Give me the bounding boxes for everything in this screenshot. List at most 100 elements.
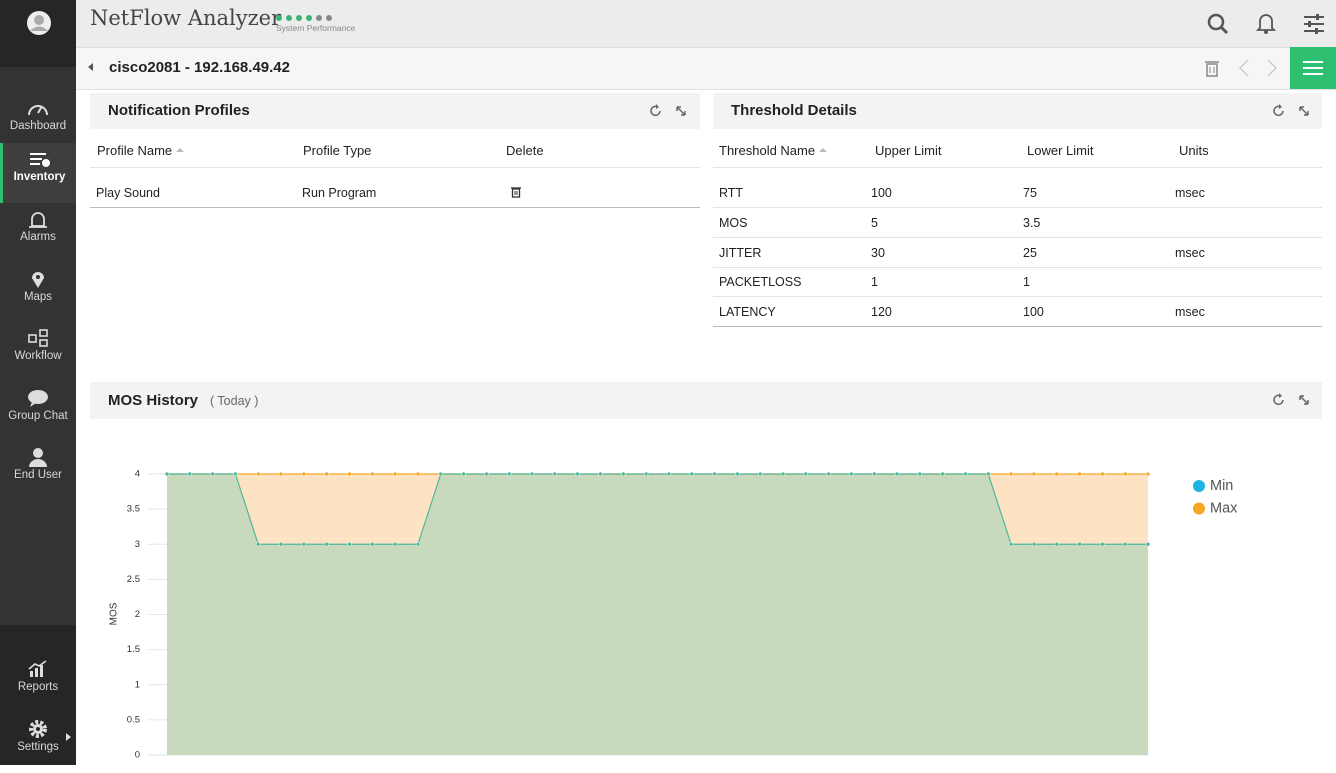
data-point	[370, 471, 375, 477]
data-point	[871, 471, 877, 477]
search-icon[interactable]	[1206, 12, 1230, 36]
data-point	[757, 471, 763, 477]
data-point	[1145, 542, 1151, 547]
nav-label: End User	[14, 469, 62, 481]
data-point	[986, 471, 991, 477]
line	[167, 473, 1148, 545]
notification-icon[interactable]	[1254, 11, 1278, 35]
data-point	[849, 471, 854, 477]
nav-alarms[interactable]: Alarms	[0, 203, 76, 263]
panel-header: Notification Profiles	[90, 93, 700, 129]
nav-inventory[interactable]: Inventory	[0, 143, 76, 203]
table-cell: 25	[1023, 245, 1037, 260]
data-point	[780, 471, 786, 477]
table-cell: JITTER	[719, 245, 762, 260]
sort-icon[interactable]	[819, 147, 828, 155]
data-point	[1031, 471, 1037, 477]
chart-subtitle: ( Today )	[210, 394, 259, 408]
row-divider	[90, 167, 700, 168]
nav-label: Reports	[17, 681, 59, 693]
y-tick-label: 3.5	[127, 504, 140, 515]
data-point	[1008, 542, 1014, 547]
y-tick-label: 4	[135, 469, 140, 480]
panel-header: MOS History ( Today )	[90, 382, 1322, 419]
data-point	[210, 471, 215, 477]
table-cell: 120	[871, 305, 892, 320]
data-point	[256, 542, 261, 547]
data-point	[1077, 542, 1082, 547]
table-cell: 1	[871, 275, 878, 290]
delete-icon[interactable]	[1204, 59, 1220, 77]
sort-icon[interactable]	[176, 147, 185, 155]
data-point	[1100, 542, 1105, 547]
data-point	[415, 471, 421, 477]
chart-title: MOS History	[108, 392, 199, 409]
data-point	[575, 471, 580, 477]
table-cell: PACKETLOSS	[719, 275, 802, 290]
panel-title: Threshold Details	[731, 102, 857, 119]
column-header: Delete	[506, 143, 544, 158]
table-cell: 100	[871, 186, 892, 200]
row-divider	[713, 167, 1322, 168]
data-point	[278, 471, 284, 477]
data-point	[666, 471, 672, 477]
refresh-icon[interactable]	[649, 104, 663, 118]
status-dots	[276, 15, 332, 21]
settings-sliders-icon[interactable]	[1302, 12, 1326, 36]
legend-label: Max	[1210, 500, 1238, 516]
column-header: Profile Name	[97, 143, 185, 158]
nav-reports[interactable]: Reports	[0, 653, 76, 713]
nav-workflow[interactable]: Workflow	[0, 322, 76, 382]
data-point	[484, 471, 489, 477]
table-cell: msec	[1175, 186, 1205, 200]
table-cell: LATENCY	[719, 305, 776, 320]
column-header: Threshold Name	[719, 143, 828, 158]
avatar[interactable]	[26, 10, 52, 36]
row-divider	[713, 207, 1322, 208]
expand-arrow[interactable]	[66, 733, 72, 741]
device-bar: cisco2081 - 192.168.49.42	[76, 47, 1336, 90]
data-point	[621, 471, 626, 477]
y-tick-label: 2.5	[127, 574, 140, 585]
nav-maps[interactable]: Maps	[0, 263, 76, 323]
data-point	[301, 471, 307, 477]
data-point	[256, 471, 261, 477]
data-point	[278, 542, 284, 547]
data-point	[164, 471, 170, 477]
nav-end-user[interactable]: End User	[0, 441, 76, 501]
icon	[32, 272, 44, 288]
data-point	[392, 542, 398, 547]
panel-title: Notification Profiles	[108, 102, 250, 119]
data-point	[689, 471, 694, 477]
menu-button[interactable]	[1290, 47, 1336, 89]
nav-label: Inventory	[13, 171, 66, 183]
icon	[29, 720, 47, 738]
row-divider	[713, 296, 1322, 298]
refresh-icon[interactable]	[1272, 393, 1286, 407]
data-point	[347, 542, 352, 547]
table-cell: RTT	[719, 186, 744, 200]
nav-group-chat[interactable]: Group Chat	[0, 382, 76, 442]
next-arrow[interactable]	[1266, 58, 1278, 78]
nav-label: Dashboard	[9, 120, 67, 132]
data-point	[712, 471, 717, 477]
back-arrow[interactable]	[88, 63, 94, 71]
delete-row-icon[interactable]	[511, 186, 521, 198]
data-point	[324, 471, 329, 477]
data-point	[735, 471, 740, 477]
expand-icon[interactable]	[1298, 105, 1310, 117]
refresh-icon[interactable]	[1272, 104, 1286, 118]
status-label: System Performance	[276, 23, 356, 33]
prev-arrow[interactable]	[1238, 58, 1250, 78]
icon	[29, 448, 47, 467]
nav-dashboard[interactable]: Dashboard	[0, 92, 76, 152]
expand-icon[interactable]	[1298, 394, 1310, 406]
expand-icon[interactable]	[675, 105, 687, 117]
icon	[28, 660, 47, 677]
table-cell: 5	[871, 215, 878, 230]
data-point	[1122, 471, 1128, 477]
y-tick-label: 1	[135, 679, 140, 690]
nav-settings[interactable]: Settings	[0, 713, 76, 773]
data-point	[1054, 471, 1059, 477]
